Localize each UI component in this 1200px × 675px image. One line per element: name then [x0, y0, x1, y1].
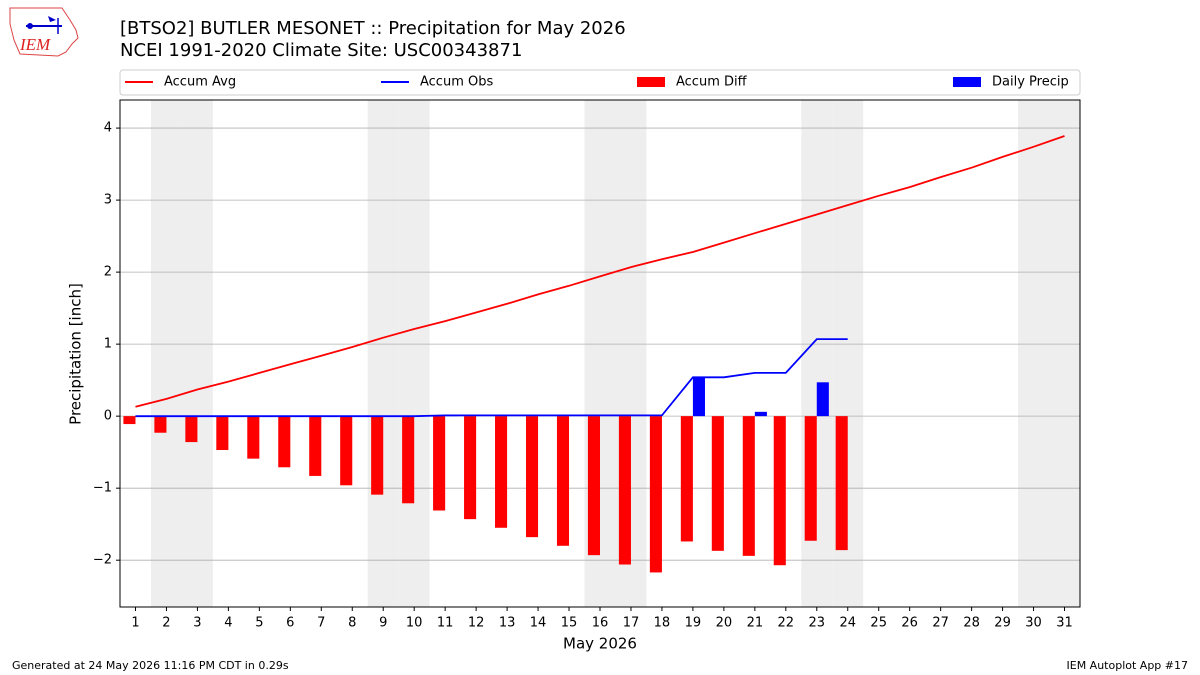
- x-tick-label: 10: [406, 616, 423, 631]
- footer-right: IEM Autoplot App #17: [1067, 659, 1189, 672]
- x-tick-label: 17: [623, 616, 640, 631]
- y-tick-label: 4: [104, 121, 112, 136]
- bar: [618, 416, 631, 565]
- legend-label: Accum Obs: [420, 75, 493, 90]
- bar: [371, 416, 384, 495]
- legend-swatch: [953, 77, 981, 87]
- bar: [185, 416, 198, 443]
- x-tick-label: 11: [437, 616, 454, 631]
- bar: [247, 416, 260, 459]
- bar: [754, 411, 767, 417]
- bar: [154, 416, 167, 433]
- bar: [433, 416, 446, 511]
- bar: [680, 416, 693, 542]
- x-tick-label: 14: [530, 616, 547, 631]
- y-tick-label: −1: [93, 481, 112, 496]
- chart-subtitle: NCEI 1991-2020 Climate Site: USC00343871: [120, 40, 522, 61]
- footer-left: Generated at 24 May 2026 11:16 PM CDT in…: [12, 659, 289, 672]
- y-tick-label: 3: [104, 193, 112, 208]
- weekend-band: [1049, 100, 1080, 607]
- legend-label: Daily Precip: [992, 75, 1069, 90]
- legend-label: Accum Diff: [676, 75, 748, 90]
- plot-frame: [119, 99, 1081, 608]
- bar: [525, 416, 539, 538]
- x-tick-label: 19: [685, 616, 702, 631]
- legend: Accum Avg Accum Obs Accum Diff Daily Precip: [119, 69, 1081, 96]
- bar: [816, 382, 829, 417]
- chart-title: [BTSO2] BUTLER MESONET :: Precipitation …: [120, 18, 626, 39]
- weekend-band: [181, 100, 213, 607]
- x-tick-label: 2: [162, 616, 170, 631]
- x-tick-label: 6: [286, 616, 294, 631]
- x-axis-label: May 2026: [563, 635, 637, 653]
- bar: [711, 416, 724, 551]
- x-tick-label: 9: [379, 616, 387, 631]
- x-tick-label: 30: [1025, 616, 1042, 631]
- x-tick-label: 7: [317, 616, 325, 631]
- weekend-band: [367, 100, 399, 607]
- legend-box: [119, 69, 1081, 96]
- bar: [556, 416, 570, 546]
- bar: [309, 416, 322, 476]
- x-tick-label: 22: [778, 616, 795, 631]
- weekend-band: [150, 100, 182, 607]
- x-tick-label: 23: [809, 616, 826, 631]
- x-tick-label: 25: [870, 616, 887, 631]
- bar: [649, 416, 662, 573]
- line: [135, 338, 848, 418]
- weekend-band: [398, 100, 430, 607]
- bar: [773, 416, 786, 566]
- line: [135, 135, 1065, 408]
- bar: [835, 416, 848, 551]
- logo-text: IEM: [19, 35, 51, 54]
- x-tick-label: 5: [255, 616, 263, 631]
- x-tick-label: 20: [716, 616, 733, 631]
- y-tick-label: −2: [93, 553, 112, 568]
- x-tick-label: 31: [1056, 616, 1073, 631]
- bar: [804, 416, 817, 541]
- x-tick-label: 3: [193, 616, 201, 631]
- logo: IEM: [9, 7, 79, 57]
- x-tick-label: 27: [932, 616, 949, 631]
- y-tick-label: 1: [104, 337, 112, 352]
- bar: [495, 416, 508, 528]
- legend-label: Accum Avg: [164, 75, 236, 90]
- x-tick-label: 24: [839, 616, 856, 631]
- x-tick-label: 28: [963, 616, 980, 631]
- bar: [340, 416, 353, 486]
- x-tick-label: 12: [468, 616, 485, 631]
- x-tick-label: 13: [499, 616, 516, 631]
- bar: [123, 416, 136, 425]
- y-axis-label: Precipitation [inch]: [67, 283, 85, 425]
- bar: [587, 416, 600, 556]
- bar: [692, 377, 705, 417]
- x-tick-label: 16: [592, 616, 609, 631]
- x-tick-label: 18: [654, 616, 671, 631]
- bar: [742, 416, 755, 556]
- x-tick-label: 29: [994, 616, 1011, 631]
- y-tick-label: 2: [104, 265, 112, 280]
- legend-swatch: [637, 77, 665, 87]
- x-tick-label: 26: [901, 616, 918, 631]
- bar: [402, 416, 415, 504]
- bar: [216, 416, 229, 451]
- x-tick-label: 8: [348, 616, 356, 631]
- x-tick-label: 4: [224, 616, 232, 631]
- x-tick-label: 1: [131, 616, 139, 631]
- y-tick-label: 0: [104, 409, 112, 424]
- x-tick-label: 15: [561, 616, 578, 631]
- bar: [278, 416, 291, 468]
- x-tick-label: 21: [747, 616, 764, 631]
- bar: [464, 416, 477, 520]
- weekend-band: [1018, 100, 1050, 607]
